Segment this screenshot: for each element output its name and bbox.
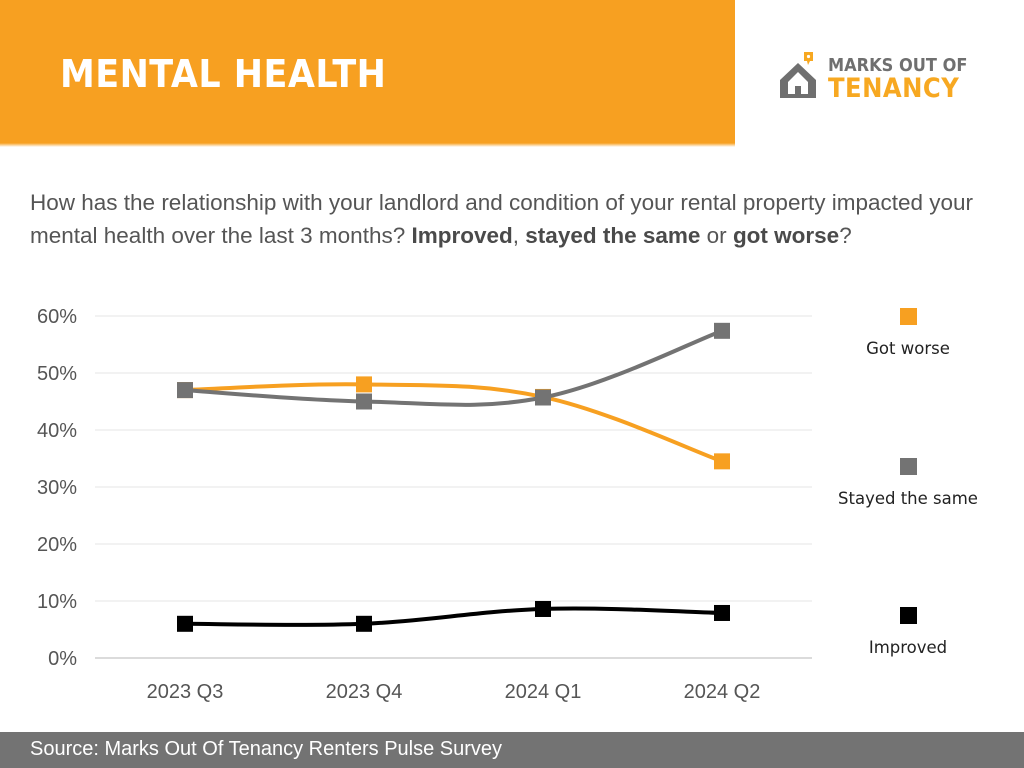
- footer-bar: Source: Marks Out Of Tenancy Renters Pul…: [0, 732, 1024, 768]
- y-tick-label: 40%: [37, 420, 77, 442]
- data-point-improved: [535, 600, 551, 617]
- data-point-improved: [356, 615, 372, 632]
- x-tick-label: 2023 Q4: [326, 681, 403, 703]
- y-tick-label: 30%: [37, 477, 77, 499]
- legend-label: Got worse: [866, 339, 950, 358]
- data-point-got-worse: [356, 376, 372, 393]
- data-point-stayed-the-same: [535, 389, 551, 406]
- survey-question: How has the relationship with your landl…: [30, 186, 1005, 252]
- data-point-stayed-the-same: [356, 393, 372, 410]
- series: [177, 322, 730, 632]
- logo-text-bottom: TENANCY: [828, 73, 960, 104]
- x-tick-label: 2024 Q1: [505, 681, 582, 703]
- option-stayed-same: stayed the same: [525, 223, 701, 248]
- y-axis-ticks: 0% 10% 20% 30% 40% 50% 60%: [37, 306, 77, 670]
- option-improved: Improved: [411, 223, 513, 248]
- gridlines: [95, 315, 812, 659]
- series-got-worse: [177, 376, 730, 470]
- series-improved: [177, 600, 730, 632]
- brand-logo: MARKS OUT OF TENANCY: [778, 50, 990, 106]
- question-intro: How has the relationship with your landl…: [30, 190, 974, 248]
- legend-item: Got worse: [818, 308, 998, 358]
- series-line-improved: [183, 606, 724, 627]
- header-band: MENTAL HEALTH: [0, 0, 735, 147]
- legend-item: Improved: [818, 607, 998, 657]
- y-tick-label: 60%: [37, 306, 77, 328]
- legend-label: Stayed the same: [838, 489, 978, 508]
- y-tick-label: 20%: [37, 534, 77, 556]
- legend-swatch: [899, 308, 917, 325]
- question-mark: ?: [839, 223, 852, 248]
- legend-item: Stayed the same: [818, 458, 998, 508]
- y-tick-label: 0%: [48, 648, 77, 670]
- option-got-worse: got worse: [732, 223, 840, 248]
- data-point-improved: [714, 604, 730, 621]
- legend-label: Improved: [868, 638, 948, 657]
- y-tick-label: 50%: [37, 363, 77, 385]
- source-note: Source: Marks Out Of Tenancy Renters Pul…: [30, 738, 503, 760]
- data-point-stayed-the-same: [177, 382, 193, 399]
- y-tick-label: 10%: [37, 591, 77, 613]
- separator: or: [706, 223, 727, 248]
- series-line-got-worse: [183, 382, 724, 464]
- series-stayed-the-same: [177, 322, 730, 410]
- x-tick-label: 2023 Q3: [147, 681, 224, 703]
- separator: ,: [512, 223, 520, 248]
- series-line-stayed-the-same: [183, 328, 724, 407]
- data-point-improved: [177, 615, 193, 632]
- data-point-stayed-the-same: [714, 322, 730, 339]
- x-tick-label: 2024 Q2: [684, 681, 761, 703]
- data-point-got-worse: [714, 453, 730, 470]
- legend-swatch: [899, 607, 917, 624]
- line-chart: 0% 10% 20% 30% 40% 50% 60% 2023 Q3 2023 Q4 2024 …: [37, 306, 812, 703]
- legend-swatch: [899, 458, 917, 475]
- page-title: MENTAL HEALTH: [60, 52, 387, 96]
- logo-text-top: MARKS OUT OF: [828, 55, 968, 76]
- x-axis-ticks: 2023 Q3 2023 Q4 2024 Q1 2024 Q2: [147, 681, 761, 703]
- house-icon: [780, 52, 816, 98]
